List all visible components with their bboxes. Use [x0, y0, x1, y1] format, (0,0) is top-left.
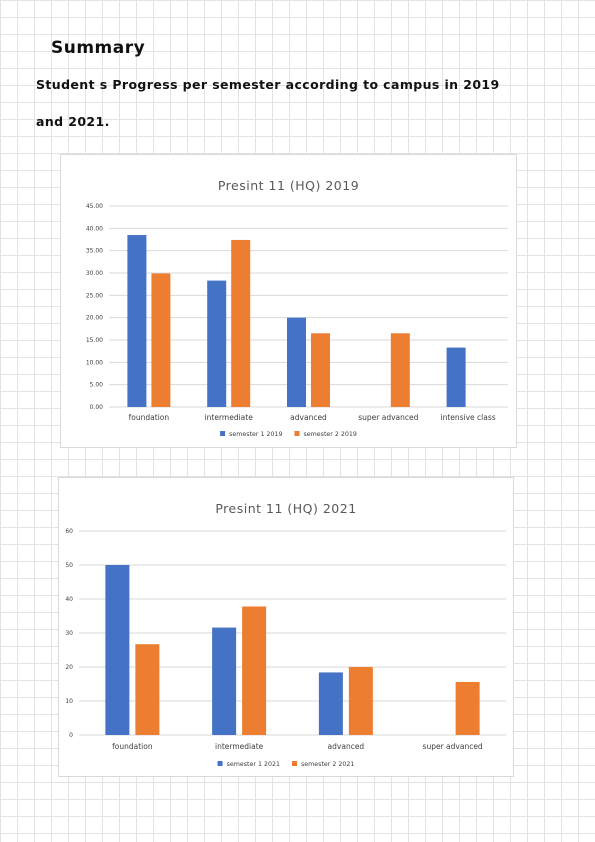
legend-label: semester 2 2019	[304, 431, 357, 438]
bar	[311, 333, 330, 407]
y-tick-label: 40.00	[86, 225, 103, 232]
category-label: super advanced	[358, 413, 418, 422]
legend-label: semester 2 2021	[301, 761, 354, 768]
category-label: intermediate	[205, 413, 254, 422]
y-tick-label: 0.00	[90, 404, 104, 411]
bar	[390, 333, 410, 407]
y-tick-label: 40	[65, 596, 73, 603]
legend-marker	[294, 431, 300, 436]
category-label: foundation	[112, 742, 153, 751]
chart-card-2019: Presint 11 (HQ) 2019 0.00 5.00 10.00 15.00 20…	[60, 154, 517, 448]
legend-marker	[292, 761, 297, 766]
y-tick-label: 35.00	[86, 248, 103, 255]
bar	[287, 317, 306, 407]
chart-title: Presint 11 (HQ) 2021	[215, 501, 356, 516]
intro-text-line-2: and 2021.	[36, 114, 110, 129]
y-tick-label: 5.00	[90, 382, 104, 389]
category-label: foundation	[129, 413, 170, 422]
category-label: advanced	[290, 413, 327, 422]
y-tick-label: 45.00	[86, 203, 103, 210]
bar	[455, 681, 480, 735]
bar	[318, 672, 343, 735]
bar	[212, 627, 237, 735]
bar-chart-2019: Presint 11 (HQ) 2019 0.00 5.00 10.00 15.00 20…	[86, 178, 508, 438]
y-tick-label: 60	[65, 528, 73, 535]
y-tick-label: 0	[69, 732, 73, 739]
chart-title: Presint 11 (HQ) 2019	[218, 178, 359, 193]
bar	[242, 606, 267, 735]
y-tick-label: 50	[65, 562, 73, 569]
y-tick-label: 15.00	[86, 337, 103, 344]
bar	[151, 273, 171, 407]
legend-label: semester 1 2021	[227, 761, 280, 768]
intro-text-line-1: Student s Progress per semester accordin…	[36, 77, 500, 92]
y-tick-label: 30.00	[86, 270, 103, 277]
bar-chart-2021: Presint 11 (HQ) 2021 0 10 20 30 40 50 60 foundat…	[65, 501, 506, 768]
category-label: intensive class	[440, 413, 495, 422]
bar	[446, 347, 466, 407]
legend-marker	[217, 761, 223, 766]
y-tick-label: 30	[65, 630, 73, 637]
category-label: super advanced	[423, 742, 483, 751]
category-label: intermediate	[215, 742, 264, 751]
bar	[127, 235, 147, 407]
category-label: advanced	[328, 742, 365, 751]
y-tick-label: 20	[65, 664, 73, 671]
bar	[105, 565, 130, 735]
bar	[348, 667, 373, 735]
page-title: Summary	[51, 38, 146, 58]
chart-legend: semester 1 2019 semester 2 2019	[220, 431, 357, 438]
bar	[207, 280, 227, 407]
y-tick-label: 25.00	[86, 292, 103, 299]
chart-card-2021: Presint 11 (HQ) 2021 0 10 20 30 40 50 60 foundat…	[58, 477, 514, 777]
legend-label: semester 1 2019	[229, 431, 282, 438]
y-tick-label: 10.00	[86, 359, 103, 366]
legend-marker	[220, 431, 226, 436]
bar	[231, 239, 251, 407]
bar	[135, 644, 160, 735]
y-tick-label: 20.00	[86, 315, 103, 322]
y-tick-label: 10	[65, 698, 73, 705]
chart-legend: semester 1 2021 semester 2 2021	[217, 761, 354, 768]
